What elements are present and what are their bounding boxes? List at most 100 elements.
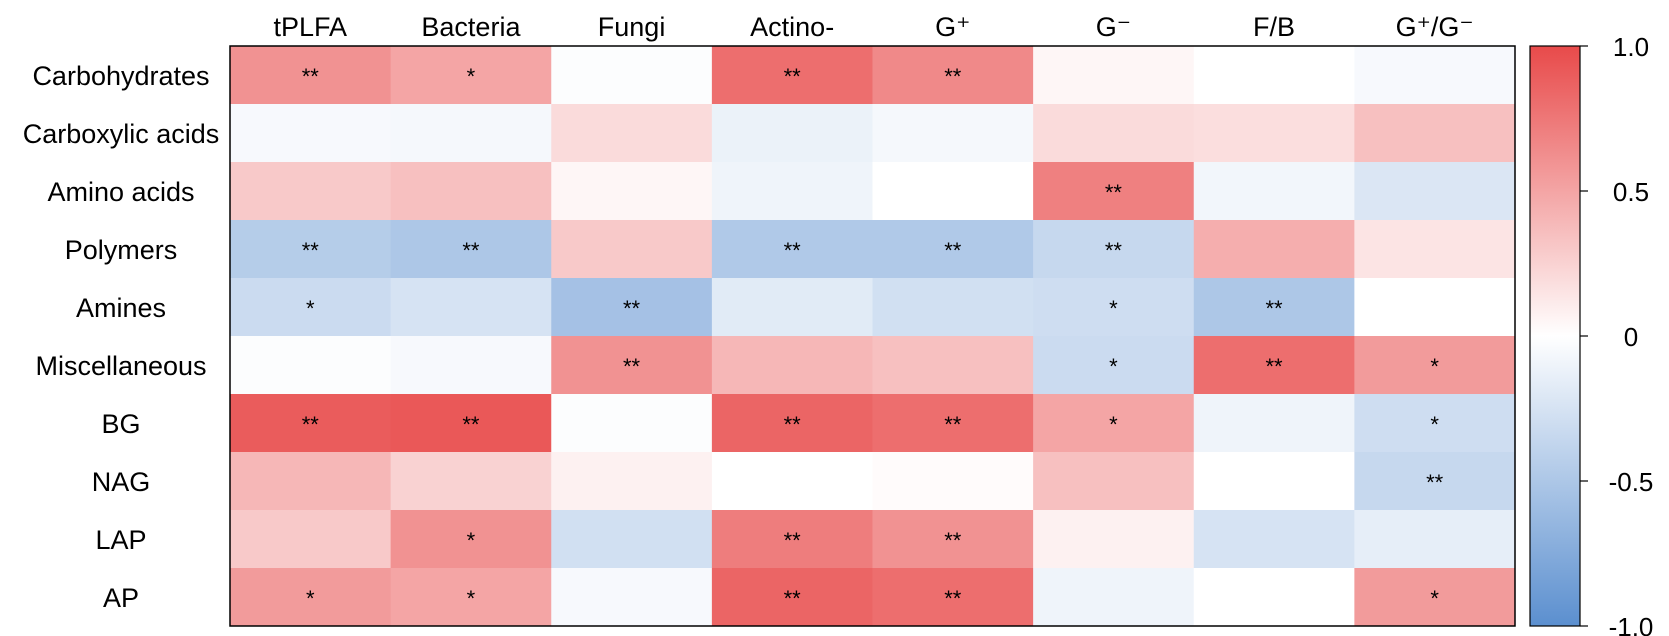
significance-marker: ** (784, 528, 802, 553)
heatmap-cell (1033, 162, 1195, 221)
heatmap-cell (390, 46, 552, 105)
heatmap-cell (551, 452, 713, 511)
heatmap-cell (390, 104, 552, 163)
row-label: Amines (76, 293, 166, 323)
row-label: Amino acids (47, 177, 194, 207)
significance-marker: * (1109, 354, 1118, 379)
heatmap-cell (1193, 278, 1355, 337)
heatmap-cell (1354, 568, 1516, 627)
significance-marker: ** (944, 586, 962, 611)
heatmap-cell (1354, 104, 1516, 163)
heatmap-cell (1193, 568, 1355, 627)
heatmap-cell (1033, 394, 1195, 453)
column-label: Fungi (598, 12, 666, 42)
colorbar (1529, 45, 1581, 627)
heatmap-cell (390, 568, 552, 627)
significance-marker: ** (302, 412, 320, 437)
heatmap-cell (390, 394, 552, 453)
column-label: G⁺ (935, 12, 970, 42)
heatmap-cells (230, 46, 1516, 627)
significance-marker: * (467, 528, 476, 553)
heatmap-cell (872, 46, 1034, 105)
heatmap-cell (711, 278, 873, 337)
colorbar-tick-label: 0.5 (1613, 177, 1649, 207)
heatmap-cell (1193, 220, 1355, 279)
heatmap-cell (1193, 162, 1355, 221)
heatmap-cell (711, 452, 873, 511)
significance-markers: ** * ** ****** ** ** ** *** ** * **** * ** *** ** ** ** *… (302, 64, 1444, 611)
heatmap-cell (390, 220, 552, 279)
heatmap-cell (1193, 452, 1355, 511)
heatmap-cell (872, 394, 1034, 453)
heatmap-cell (1354, 220, 1516, 279)
heatmap-cell (872, 336, 1034, 395)
column-label: Actino- (750, 12, 834, 42)
heatmap-cell (1033, 452, 1195, 511)
heatmap-cell (872, 568, 1034, 627)
significance-marker: ** (623, 296, 641, 321)
significance-marker: ** (302, 64, 320, 89)
heatmap-cell (390, 278, 552, 337)
significance-marker: * (306, 296, 315, 321)
heatmap-cell (711, 220, 873, 279)
heatmap-cell (230, 278, 392, 337)
row-label: AP (103, 583, 139, 613)
heatmap-cell (551, 394, 713, 453)
heatmap-cell (551, 220, 713, 279)
heatmap-cell (711, 162, 873, 221)
column-label: Bacteria (421, 12, 521, 42)
heatmap-cell (230, 104, 392, 163)
significance-marker: ** (784, 586, 802, 611)
heatmap-cell (1354, 510, 1516, 569)
heatmap-cell (1193, 46, 1355, 105)
heatmap-cell (230, 568, 392, 627)
column-label: F/B (1253, 12, 1295, 42)
heatmap-cell (1354, 336, 1516, 395)
colorbar-tick-label: 1.0 (1613, 32, 1649, 62)
heatmap-cell (551, 510, 713, 569)
heatmap-cell (872, 220, 1034, 279)
heatmap-cell (1354, 162, 1516, 221)
heatmap-cell (1033, 568, 1195, 627)
heatmap-cell (230, 46, 392, 105)
heatmap-cell (230, 510, 392, 569)
column-label: G⁺/G⁻ (1396, 12, 1474, 42)
colorbar-tick-label: 0 (1624, 322, 1638, 352)
significance-marker: ** (462, 412, 480, 437)
significance-marker: * (467, 64, 476, 89)
heatmap-cell (551, 568, 713, 627)
heatmap-cell (1033, 220, 1195, 279)
heatmap-cell (551, 336, 713, 395)
row-labels: Carbohydrates Carboxylic acids Amino acids… (23, 61, 220, 613)
heatmap-cell (711, 336, 873, 395)
column-labels: tPLFA Bacteria Fungi Actino- G⁺ G⁻ F/B G⁺/G⁻ (274, 12, 1474, 42)
heatmap-cell (872, 278, 1034, 337)
heatmap-cell (551, 104, 713, 163)
significance-marker: ** (1266, 354, 1284, 379)
heatmap-cell (230, 452, 392, 511)
heatmap-cell (1033, 104, 1195, 163)
significance-marker: ** (944, 412, 962, 437)
heatmap-cell (711, 510, 873, 569)
significance-marker: ** (1105, 238, 1123, 263)
heatmap-cell (1033, 510, 1195, 569)
heatmap-cell (872, 452, 1034, 511)
heatmap-cell (711, 394, 873, 453)
colorbar-tick-label: -0.5 (1609, 467, 1654, 497)
significance-marker: * (1430, 354, 1439, 379)
heatmap-cell (551, 278, 713, 337)
heatmap-cell (872, 162, 1034, 221)
heatmap-cell (1033, 278, 1195, 337)
heatmap-border (229, 45, 1516, 627)
heatmap-cell (1193, 336, 1355, 395)
heatmap-cell (230, 394, 392, 453)
colorbar-tick-label: -1.0 (1609, 612, 1654, 636)
heatmap-cell (390, 510, 552, 569)
significance-marker: * (1430, 586, 1439, 611)
heatmap-cell (230, 220, 392, 279)
row-label: Polymers (65, 235, 178, 265)
heatmap-cell (551, 162, 713, 221)
significance-marker: * (467, 586, 476, 611)
significance-marker: ** (944, 64, 962, 89)
significance-marker: * (306, 586, 315, 611)
